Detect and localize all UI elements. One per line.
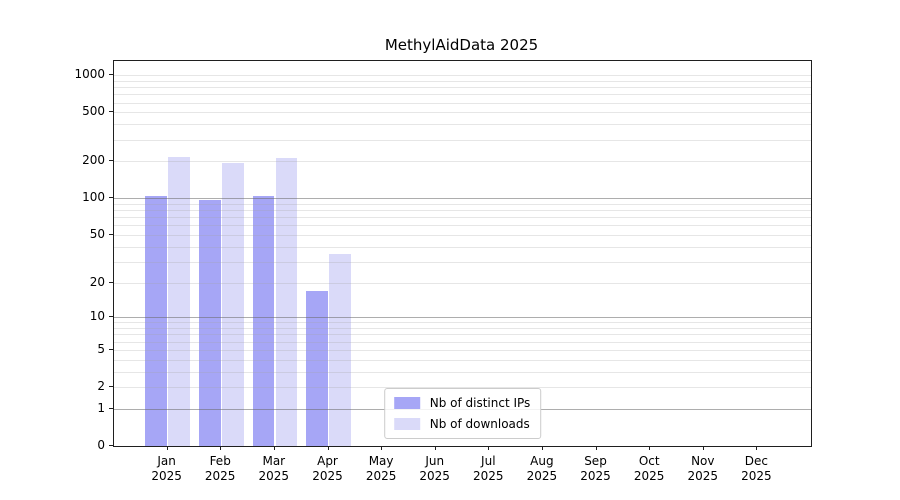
legend: Nb of distinct IPs Nb of downloads xyxy=(383,388,542,439)
plot-area: Nb of distinct IPs Nb of downloads xyxy=(113,60,812,447)
x-tick-dec xyxy=(756,446,758,450)
x-tick-apr xyxy=(327,446,329,450)
bar-nb-of-downloads-apr xyxy=(329,253,351,446)
y-tick-200 xyxy=(109,160,113,162)
legend-entry-downloads: Nb of downloads xyxy=(393,417,531,431)
bar-nb-of-distinct-ips-feb xyxy=(199,200,221,446)
x-tick-feb xyxy=(220,446,222,450)
x-tick-label-jan: Jan 2025 xyxy=(151,454,182,483)
bar-nb-of-distinct-ips-jan xyxy=(145,196,167,446)
legend-label-distinct-ips: Nb of distinct IPs xyxy=(429,396,531,410)
x-tick-label-sep: Sep 2025 xyxy=(580,454,611,483)
y-tick-2 xyxy=(109,386,113,387)
x-tick-label-dec: Dec 2025 xyxy=(741,454,772,483)
x-tick-label-oct: Oct 2025 xyxy=(633,454,665,483)
y-tick-10 xyxy=(109,316,113,318)
x-tick-label-nov: Nov 2025 xyxy=(687,454,719,483)
y-tick-label-2: 2 xyxy=(97,379,105,393)
x-tick-mar xyxy=(273,446,275,450)
y-tick-label-5: 5 xyxy=(97,341,105,356)
x-tick-label-mar: Mar 2025 xyxy=(258,454,290,483)
y-tick-label-100: 100 xyxy=(82,190,105,205)
y-tick-label-200: 200 xyxy=(82,153,105,168)
y-tick-5 xyxy=(109,348,113,350)
bar-nb-of-distinct-ips-mar xyxy=(252,195,275,446)
y-tick-label-1: 1 xyxy=(97,400,105,415)
x-tick-label-apr: Apr 2025 xyxy=(312,454,343,483)
legend-label-downloads: Nb of downloads xyxy=(429,417,530,431)
x-tick-label-aug: Aug 2025 xyxy=(526,454,558,483)
x-tick-oct xyxy=(649,446,651,450)
y-tick-1000 xyxy=(109,74,113,76)
x-tick-label-jun: Jun 2025 xyxy=(419,454,450,483)
legend-swatch-distinct-ips xyxy=(393,397,420,409)
x-tick-jun xyxy=(434,446,436,450)
x-tick-label-jul: Jul 2025 xyxy=(473,454,504,483)
chart-title: MethylAidData 2025 xyxy=(384,36,539,54)
x-tick-nov xyxy=(702,446,704,450)
y-tick-label-50: 50 xyxy=(89,226,105,241)
x-tick-label-feb: Feb 2025 xyxy=(204,454,236,483)
x-tick-aug xyxy=(541,446,543,450)
y-tick-20 xyxy=(109,281,113,283)
y-tick-label-0: 0 xyxy=(97,438,105,452)
x-tick-sep xyxy=(595,446,597,450)
x-tick-may xyxy=(381,446,383,450)
y-tick-0 xyxy=(109,445,113,446)
y-tick-1 xyxy=(109,407,113,409)
bar-nb-of-downloads-feb xyxy=(222,163,244,446)
bar-layer xyxy=(114,61,811,446)
y-tick-label-500: 500 xyxy=(82,104,105,119)
y-tick-50 xyxy=(109,233,113,235)
y-tick-100 xyxy=(109,197,113,199)
x-tick-label-may: May 2025 xyxy=(365,454,397,483)
y-tick-label-1000: 1000 xyxy=(74,67,105,82)
bar-nb-of-downloads-mar xyxy=(275,158,298,446)
y-tick-500 xyxy=(109,111,113,113)
x-tick-jan xyxy=(166,446,168,450)
y-tick-label-20: 20 xyxy=(89,274,105,289)
legend-swatch-downloads xyxy=(393,418,420,430)
bar-nb-of-distinct-ips-apr xyxy=(306,290,328,446)
y-tick-label-10: 10 xyxy=(89,309,105,324)
x-tick-jul xyxy=(488,446,490,450)
bar-nb-of-downloads-jan xyxy=(168,156,190,446)
legend-entry-distinct-ips: Nb of distinct IPs xyxy=(393,396,531,410)
